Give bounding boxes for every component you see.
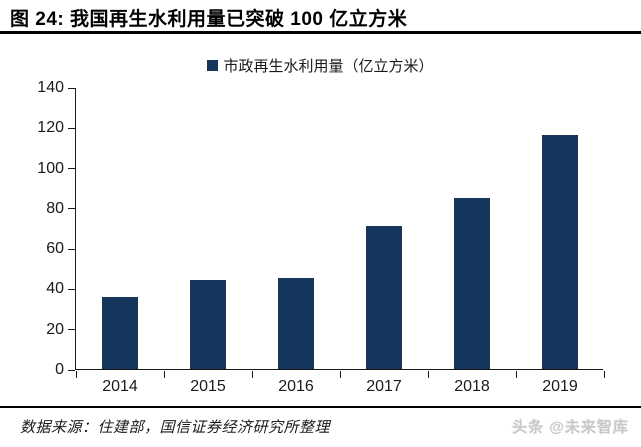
figure-title: 图 24: 我国再生水利用量已突破 100 亿立方米 (10, 9, 408, 30)
bar-2017 (366, 226, 402, 369)
y-axis-tick-label: 80 (46, 199, 64, 217)
y-axis-tick (68, 248, 75, 250)
y-axis-tick-label: 60 (46, 240, 64, 258)
y-axis-tick-label: 140 (37, 79, 64, 96)
x-axis-category-label: 2017 (366, 378, 402, 395)
x-axis-tick (515, 371, 517, 378)
y-axis-tick (68, 369, 75, 371)
bar-2018 (454, 197, 490, 369)
y-axis-tick (68, 168, 75, 170)
y-axis-tick (68, 208, 75, 210)
x-axis-tick (339, 371, 341, 378)
legend-label: 市政再生水利用量（亿立方米） (223, 57, 434, 75)
y-axis-tick (68, 127, 75, 129)
bar-2014 (102, 296, 138, 369)
bar-2015 (190, 280, 226, 369)
y-axis-tick (68, 329, 75, 331)
y-axis-tick (68, 288, 75, 290)
x-axis-tick (427, 371, 429, 378)
x-axis-category-label: 2019 (542, 378, 578, 395)
x-axis-tick (75, 371, 77, 378)
y-axis-tick-label: 20 (46, 320, 64, 338)
figure-footer: 数据来源：住建部，国信证券经济研究所整理 头条 @未来智库 (0, 412, 641, 440)
chart-legend: 市政再生水利用量（亿立方米） (0, 55, 641, 75)
y-axis-tick-label: 120 (37, 119, 64, 137)
footer-divider-rule (0, 406, 641, 408)
y-axis-tick-label: 100 (37, 159, 64, 177)
y-axis-tick-label: 40 (46, 280, 64, 298)
y-axis-tick (68, 87, 75, 89)
y-axis-tick-label: 0 (55, 361, 64, 378)
x-axis-category-label: 2014 (102, 378, 138, 395)
bar-2019 (542, 135, 578, 369)
x-axis-tick (603, 371, 605, 378)
bar-2016 (278, 278, 314, 369)
x-axis-tick (251, 371, 253, 378)
bar-chart-plot-area: 0 20 40 60 80 100 120 140 2014 2015 2016 2017 2018 20… (37, 79, 605, 395)
x-axis-category-label: 2015 (190, 378, 226, 395)
watermark-text: 头条 @未来智库 (512, 418, 629, 436)
x-axis-category-label: 2018 (454, 378, 490, 395)
x-axis-tick (163, 371, 165, 378)
data-source-note: 数据来源：住建部，国信证券经济研究所整理 (20, 419, 331, 436)
title-divider-rule (0, 31, 641, 34)
legend-swatch-icon (207, 59, 219, 71)
x-axis-category-label: 2016 (278, 378, 314, 395)
